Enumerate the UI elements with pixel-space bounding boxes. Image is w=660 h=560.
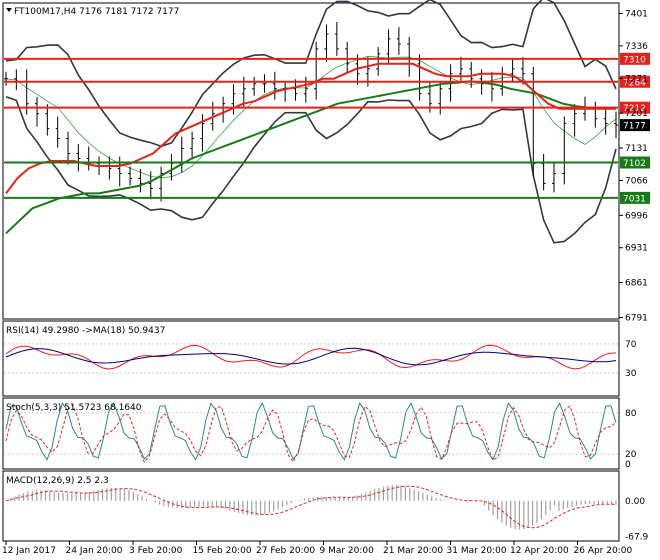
rsi-ma-line: [5, 347, 617, 366]
level-badge-label-7264: 7264: [623, 78, 646, 88]
level-badge-7102: [620, 156, 650, 169]
macd-y-tick-label: 0.00: [625, 497, 645, 507]
x-tick-label: 26 Apr 20:00: [574, 546, 633, 556]
bollinger-upper-line: [5, 0, 617, 148]
x-tick-label: 12 Jan 2017: [2, 546, 56, 556]
stoch-panel-frame: [2, 397, 620, 470]
x-tick-label: 21 Mar 20:00: [383, 546, 443, 556]
rsi-panel-frame: [2, 320, 620, 397]
level-badge-7264: [620, 75, 650, 88]
price-y-tick-label: 7201: [625, 109, 648, 119]
stoch-label: Stoch(5,3,3) 51.5723 68.1640: [6, 403, 142, 413]
stoch-y-tick-label: 0: [625, 460, 631, 470]
price-y-tick-label: 6931: [625, 244, 648, 254]
level-badge-7310: [620, 52, 650, 65]
level-badge-label-7310: 7310: [623, 55, 646, 65]
x-tick-label: 12 Apr 20:00: [510, 546, 569, 556]
price-panel-frame: [2, 2, 620, 320]
x-tick-label: 9 Mar 20:00: [320, 546, 375, 556]
price-y-tick-label: 7066: [625, 176, 648, 186]
stoch-signal-line: [5, 404, 617, 464]
price-y-tick-label: 7131: [625, 144, 648, 154]
macd-signal-line: [5, 485, 617, 529]
price-y-axis: 7401 7336 7271 7201 7131 7066 6996 6931 6861 6791: [619, 9, 648, 324]
price-series: [4, 0, 618, 244]
x-tick-label: 3 Feb 20:00: [129, 546, 183, 556]
price-y-tick-label: 6861: [625, 279, 648, 289]
green-moving-average-line: [5, 80, 616, 235]
level-badge-label-7212: 7212: [623, 104, 646, 114]
x-tick-label: 15 Feb 20:00: [193, 546, 252, 556]
red-moving-average-line: [5, 62, 616, 195]
x-tick-label: 31 Mar 20:00: [447, 546, 507, 556]
price-y-tick-label: 7401: [625, 9, 648, 19]
rsi-y-tick-label: 30: [625, 369, 637, 379]
price-y-tick-label: 7336: [625, 42, 648, 52]
x-tick-label: 27 Feb 20:00: [256, 546, 315, 556]
bollinger-lower-line: [5, 95, 617, 244]
level-badge-label-7031: 7031: [623, 194, 646, 204]
level-badge-7212: [620, 101, 650, 114]
price-y-tick-label: 6791: [625, 314, 648, 324]
price-y-tick-label: 7271: [625, 74, 648, 84]
rsi-label: RSI(14) 49.2980 ->MA(18) 50.9437: [6, 326, 165, 336]
macd-label: MACD(12,26,9) 2.5 2.3: [6, 476, 109, 486]
level-badge-7031: [620, 191, 650, 204]
stoch-y-tick-label: 80: [625, 409, 637, 419]
stoch-y-tick-label: 20: [625, 450, 637, 460]
price-y-tick-label: 6996: [625, 211, 648, 221]
x-tick-label: 24 Jan 20:00: [66, 546, 123, 556]
stoch-main-line: [5, 402, 617, 461]
symbol-label: FT100M17,H4 7176 7181 7172 7177: [14, 7, 179, 17]
macd-panel-frame: [2, 470, 620, 542]
time-x-axis: 12 Jan 2017 24 Jan 20:00 3 Feb 20:00 15 Feb…: [2, 541, 632, 556]
level-badge-label-7102: 7102: [623, 159, 646, 169]
current-price-label: 7177: [623, 122, 646, 132]
current-price-badge: [620, 119, 650, 132]
indicator-series: 70 30 80 200 0.00 -67.9: [4, 340, 649, 542]
macd-y-tick-label: -67.9: [625, 532, 649, 542]
rsi-y-tick-label: 70: [625, 340, 637, 350]
level-lines: 7310 7264 7212 7102 7031 7177: [4, 52, 650, 204]
dropdown-arrow-icon: [6, 8, 12, 12]
